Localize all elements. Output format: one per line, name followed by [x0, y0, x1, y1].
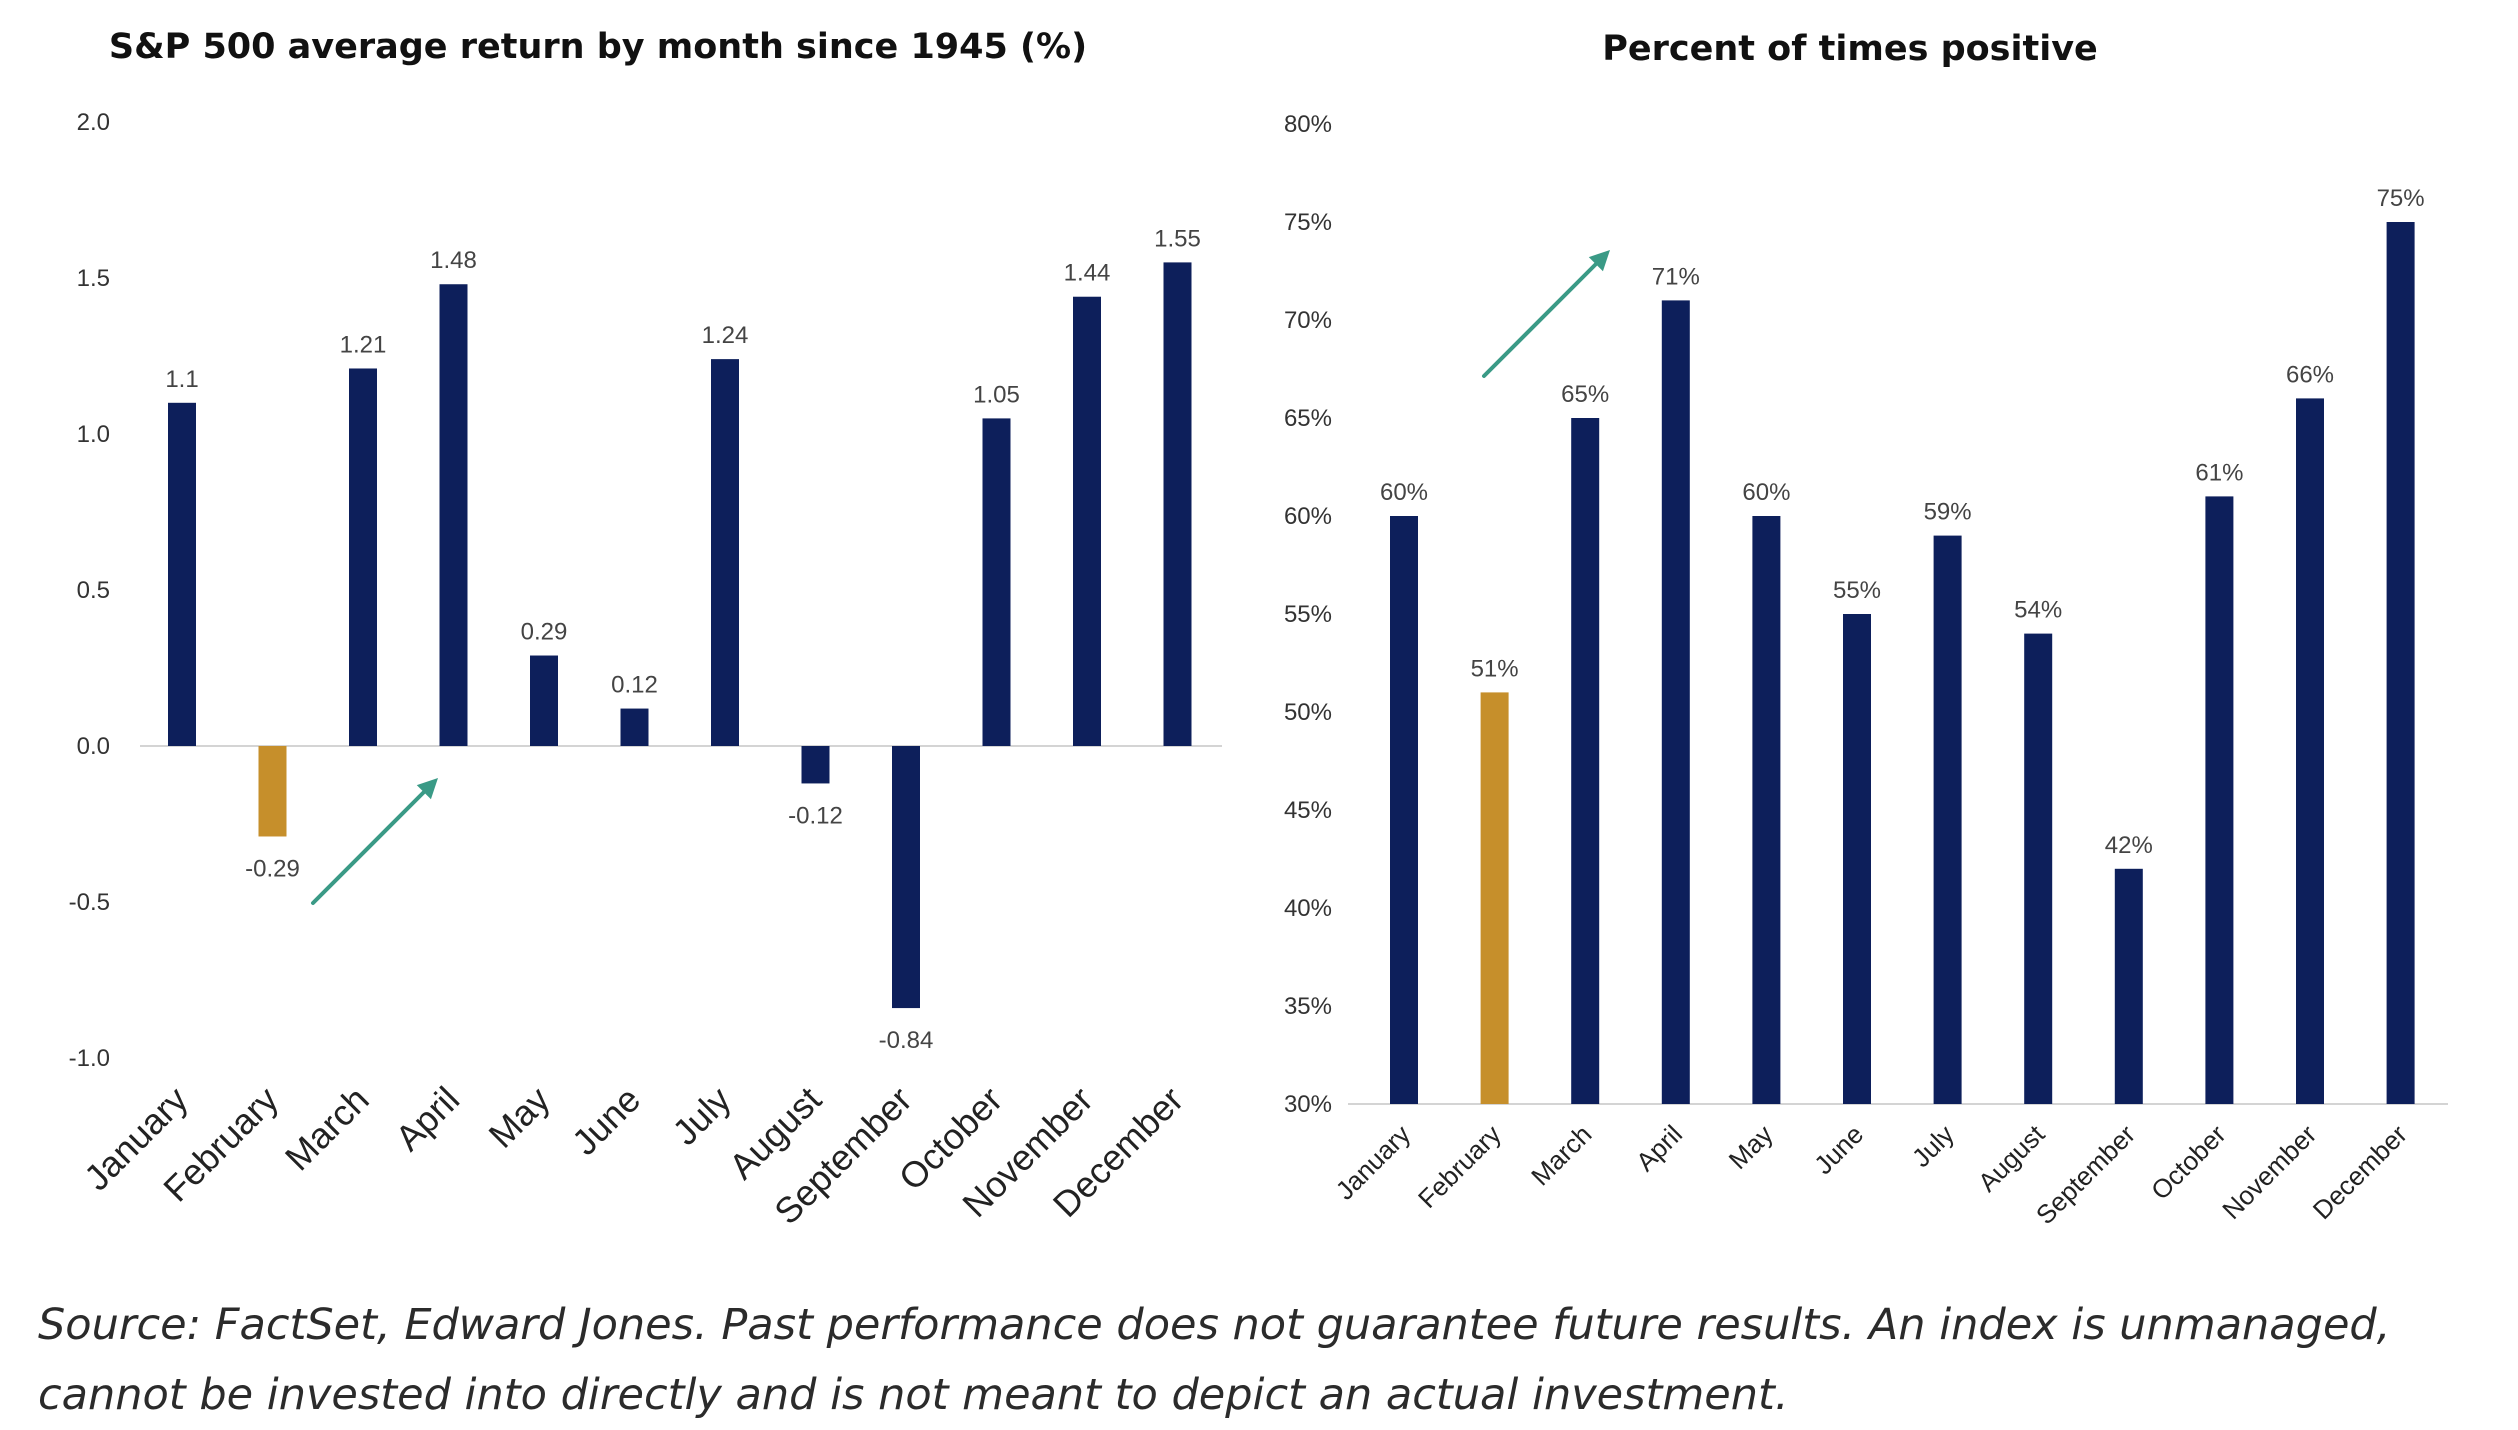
avg-return-bar-may — [530, 655, 558, 746]
avg-return-data-label-december: 1.55 — [1154, 225, 1201, 252]
avg-return-ytick: 0.0 — [77, 733, 110, 760]
avg-return-ytick: 1.0 — [77, 421, 110, 448]
avg-return-ytick: 1.5 — [77, 265, 110, 292]
percent-positive-ytick: 60% — [1284, 503, 1332, 530]
avg-return-data-label-july: 1.24 — [702, 322, 749, 349]
chart-percent-positive-title: Percent of times positive — [1602, 29, 2098, 69]
source-note: Source: FactSet, Edward Jones. Past perf… — [38, 1300, 2391, 1420]
percent-positive-ytick: 55% — [1284, 601, 1332, 628]
percent-positive-xtick-august: August — [1972, 1118, 2051, 1197]
percent-positive-data-label-june: 55% — [1833, 577, 1881, 604]
percent-positive-data-label-september: 42% — [2105, 832, 2153, 859]
percent-positive-bar-september — [2114, 868, 2143, 1104]
percent-positive-xtick-january: January — [1330, 1119, 1417, 1206]
avg-return-data-label-september: -0.84 — [879, 1027, 934, 1054]
percent-positive-data-label-july: 59% — [1924, 499, 1972, 526]
avg-return-xtick-june: June — [564, 1079, 648, 1163]
avg-return-xtick-july: July — [664, 1079, 738, 1153]
percent-positive-bar-july — [1933, 535, 1962, 1104]
percent-positive-xtick-march: March — [1525, 1119, 1597, 1191]
percent-positive-data-label-march: 65% — [1561, 381, 1609, 408]
percent-positive-bar-december — [2386, 222, 2415, 1104]
percent-positive-ytick: 30% — [1284, 1091, 1332, 1118]
avg-return-data-label-october: 1.05 — [973, 381, 1020, 408]
avg-return-data-label-june: 0.12 — [611, 672, 658, 699]
avg-return-ytick: 2.0 — [77, 109, 110, 136]
percent-positive-ytick: 70% — [1284, 307, 1332, 334]
percent-positive-bar-april — [1661, 300, 1690, 1104]
avg-return-bar-september — [892, 746, 920, 1009]
percent-positive-ytick: 50% — [1284, 699, 1332, 726]
avg-return-arrow-shaft — [311, 790, 426, 905]
avg-return-xtick-may: May — [481, 1079, 558, 1156]
avg-return-bar-february — [258, 746, 287, 837]
avg-return-ytick: -1.0 — [69, 1045, 110, 1072]
avg-return-xtick-march: March — [277, 1079, 377, 1179]
percent-positive-data-label-october: 61% — [2195, 459, 2243, 486]
avg-return-data-label-august: -0.12 — [788, 802, 843, 829]
percent-positive-data-label-november: 66% — [2286, 361, 2334, 388]
avg-return-data-label-january: 1.1 — [165, 366, 198, 393]
percent-positive-ytick: 45% — [1284, 797, 1332, 824]
avg-return-bar-june — [620, 708, 649, 746]
avg-return-data-label-november: 1.44 — [1064, 260, 1111, 287]
avg-return-ytick: 0.5 — [77, 577, 110, 604]
percent-positive-xtick-july: July — [1906, 1119, 1960, 1173]
percent-positive-ytick: 40% — [1284, 895, 1332, 922]
avg-return-bar-july — [711, 359, 739, 746]
percent-positive-xtick-september: September — [2030, 1119, 2141, 1230]
avg-return-data-label-march: 1.21 — [340, 331, 387, 358]
percent-positive-bar-november — [2296, 398, 2324, 1104]
percent-positive-bar-june — [1843, 614, 1871, 1104]
chart-avg-return-title: S&P 500 average return by month since 19… — [109, 27, 1087, 67]
avg-return-bar-november — [1073, 296, 1101, 746]
percent-positive-data-label-january: 60% — [1380, 479, 1428, 506]
percent-positive-data-label-april: 71% — [1652, 263, 1700, 290]
percent-positive-bar-january — [1390, 516, 1418, 1104]
avg-return-xtick-april: April — [387, 1079, 467, 1159]
percent-positive-bar-october — [2205, 496, 2234, 1104]
avg-return-bar-october — [982, 418, 1011, 746]
avg-return-bar-april — [439, 284, 468, 746]
avg-return-bar-august — [801, 746, 830, 784]
percent-positive-ytick: 35% — [1284, 993, 1332, 1020]
avg-return-data-label-may: 0.29 — [521, 619, 568, 646]
percent-positive-data-label-may: 60% — [1742, 479, 1790, 506]
avg-return-bar-january — [168, 402, 196, 746]
percent-positive-data-label-february: 51% — [1471, 655, 1519, 682]
avg-return-arrow-head — [416, 778, 438, 800]
percent-positive-arrow-shaft — [1482, 262, 1598, 378]
percent-positive-bar-august — [2024, 633, 2053, 1104]
percent-positive-data-label-december: 75% — [2377, 185, 2425, 212]
percent-positive-xtick-december: December — [2307, 1119, 2413, 1225]
percent-positive-xtick-june: June — [1808, 1119, 1869, 1180]
percent-positive-xtick-april: April — [1630, 1119, 1688, 1177]
avg-return-bar-december — [1163, 262, 1192, 746]
percent-positive-ytick: 80% — [1284, 111, 1332, 138]
percent-positive-data-label-august: 54% — [2014, 597, 2062, 624]
chart-avg-return: S&P 500 average return by month since 19… — [69, 27, 1222, 1232]
percent-positive-bar-may — [1752, 516, 1781, 1104]
percent-positive-bar-february — [1480, 692, 1509, 1104]
percent-positive-bar-march — [1571, 418, 1600, 1104]
percent-positive-xtick-february: February — [1412, 1119, 1507, 1214]
chart-percent-positive: Percent of times positive 80% 75% 70% 65% 60… — [1284, 29, 2448, 1230]
percent-positive-arrow-head — [1588, 250, 1610, 272]
percent-positive-xtick-october: October — [2145, 1119, 2232, 1206]
percent-positive-ytick: 75% — [1284, 209, 1332, 236]
percent-positive-xtick-may: May — [1723, 1119, 1779, 1175]
percent-positive-xtick-november: November — [2216, 1119, 2322, 1225]
avg-return-bar-march — [349, 368, 377, 746]
avg-return-data-label-february: -0.29 — [245, 855, 300, 882]
avg-return-ytick: -0.5 — [69, 889, 110, 916]
avg-return-data-label-april: 1.48 — [430, 247, 477, 274]
percent-positive-ytick: 65% — [1284, 405, 1332, 432]
